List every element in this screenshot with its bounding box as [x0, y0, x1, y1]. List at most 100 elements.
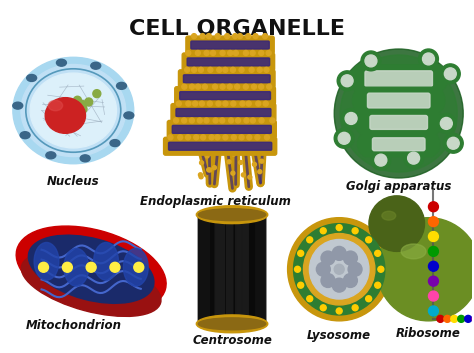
Circle shape — [250, 118, 255, 123]
Circle shape — [258, 170, 262, 174]
Circle shape — [270, 118, 275, 123]
Ellipse shape — [91, 62, 100, 69]
Circle shape — [371, 150, 391, 170]
Circle shape — [194, 135, 199, 140]
Ellipse shape — [123, 249, 148, 286]
Circle shape — [361, 51, 381, 71]
Circle shape — [256, 101, 261, 106]
Circle shape — [408, 152, 419, 164]
Circle shape — [352, 228, 358, 234]
Circle shape — [250, 50, 255, 55]
Ellipse shape — [355, 112, 369, 133]
Circle shape — [228, 118, 234, 123]
Ellipse shape — [20, 132, 30, 139]
Ellipse shape — [28, 235, 154, 303]
Circle shape — [428, 217, 438, 227]
FancyBboxPatch shape — [236, 218, 242, 321]
FancyBboxPatch shape — [219, 218, 224, 321]
Ellipse shape — [353, 89, 366, 112]
Circle shape — [307, 237, 313, 243]
Circle shape — [428, 202, 438, 212]
Text: Lysosome: Lysosome — [307, 329, 371, 342]
Circle shape — [231, 135, 237, 140]
Circle shape — [206, 34, 211, 38]
Circle shape — [294, 266, 301, 272]
Circle shape — [263, 34, 267, 38]
Circle shape — [110, 262, 120, 272]
Ellipse shape — [21, 65, 126, 157]
Ellipse shape — [124, 112, 134, 119]
Circle shape — [190, 118, 194, 123]
Circle shape — [71, 118, 79, 126]
Ellipse shape — [426, 134, 440, 155]
FancyBboxPatch shape — [363, 132, 435, 157]
Circle shape — [352, 305, 358, 311]
FancyBboxPatch shape — [241, 218, 250, 321]
Circle shape — [212, 166, 217, 170]
Ellipse shape — [433, 67, 447, 91]
Circle shape — [178, 135, 182, 140]
Text: CELL ORGANELLE: CELL ORGANELLE — [129, 19, 345, 39]
Circle shape — [264, 135, 269, 140]
FancyBboxPatch shape — [198, 213, 266, 326]
Circle shape — [200, 34, 205, 38]
Circle shape — [213, 118, 218, 123]
Circle shape — [236, 118, 240, 123]
FancyBboxPatch shape — [231, 218, 239, 321]
Circle shape — [375, 250, 381, 256]
Circle shape — [293, 224, 385, 315]
Circle shape — [185, 135, 191, 140]
Ellipse shape — [21, 252, 161, 316]
Circle shape — [220, 50, 225, 55]
Circle shape — [204, 118, 209, 123]
Circle shape — [320, 228, 326, 234]
Circle shape — [307, 296, 313, 302]
FancyBboxPatch shape — [242, 218, 248, 321]
Circle shape — [168, 135, 173, 140]
Circle shape — [298, 250, 304, 256]
Circle shape — [248, 175, 252, 179]
Circle shape — [428, 246, 438, 256]
Circle shape — [249, 67, 254, 72]
Ellipse shape — [27, 74, 36, 82]
Circle shape — [227, 84, 232, 89]
FancyBboxPatch shape — [355, 65, 442, 93]
Ellipse shape — [56, 59, 66, 66]
Ellipse shape — [357, 134, 372, 155]
Circle shape — [253, 34, 258, 38]
Circle shape — [246, 34, 251, 38]
Circle shape — [404, 148, 424, 168]
Circle shape — [208, 168, 212, 172]
Circle shape — [79, 105, 87, 113]
Circle shape — [186, 101, 191, 106]
FancyBboxPatch shape — [186, 36, 274, 54]
Circle shape — [419, 49, 438, 69]
Circle shape — [222, 148, 226, 152]
FancyBboxPatch shape — [241, 218, 250, 321]
Circle shape — [443, 133, 463, 153]
Circle shape — [428, 261, 438, 271]
Circle shape — [63, 262, 73, 272]
Circle shape — [196, 84, 201, 89]
Circle shape — [208, 67, 213, 72]
FancyBboxPatch shape — [219, 218, 228, 321]
Circle shape — [173, 118, 179, 123]
Ellipse shape — [13, 57, 134, 164]
Circle shape — [332, 278, 346, 292]
Circle shape — [259, 84, 264, 89]
Circle shape — [241, 173, 246, 177]
Circle shape — [197, 118, 202, 123]
Circle shape — [451, 315, 458, 322]
Circle shape — [375, 282, 381, 288]
FancyBboxPatch shape — [169, 142, 272, 150]
Circle shape — [200, 101, 204, 106]
Circle shape — [377, 218, 474, 321]
Circle shape — [316, 262, 330, 276]
Circle shape — [252, 84, 256, 89]
Ellipse shape — [196, 315, 268, 333]
Ellipse shape — [80, 155, 90, 162]
Circle shape — [52, 106, 60, 114]
Circle shape — [375, 154, 387, 166]
FancyBboxPatch shape — [373, 138, 425, 151]
Circle shape — [233, 34, 237, 38]
